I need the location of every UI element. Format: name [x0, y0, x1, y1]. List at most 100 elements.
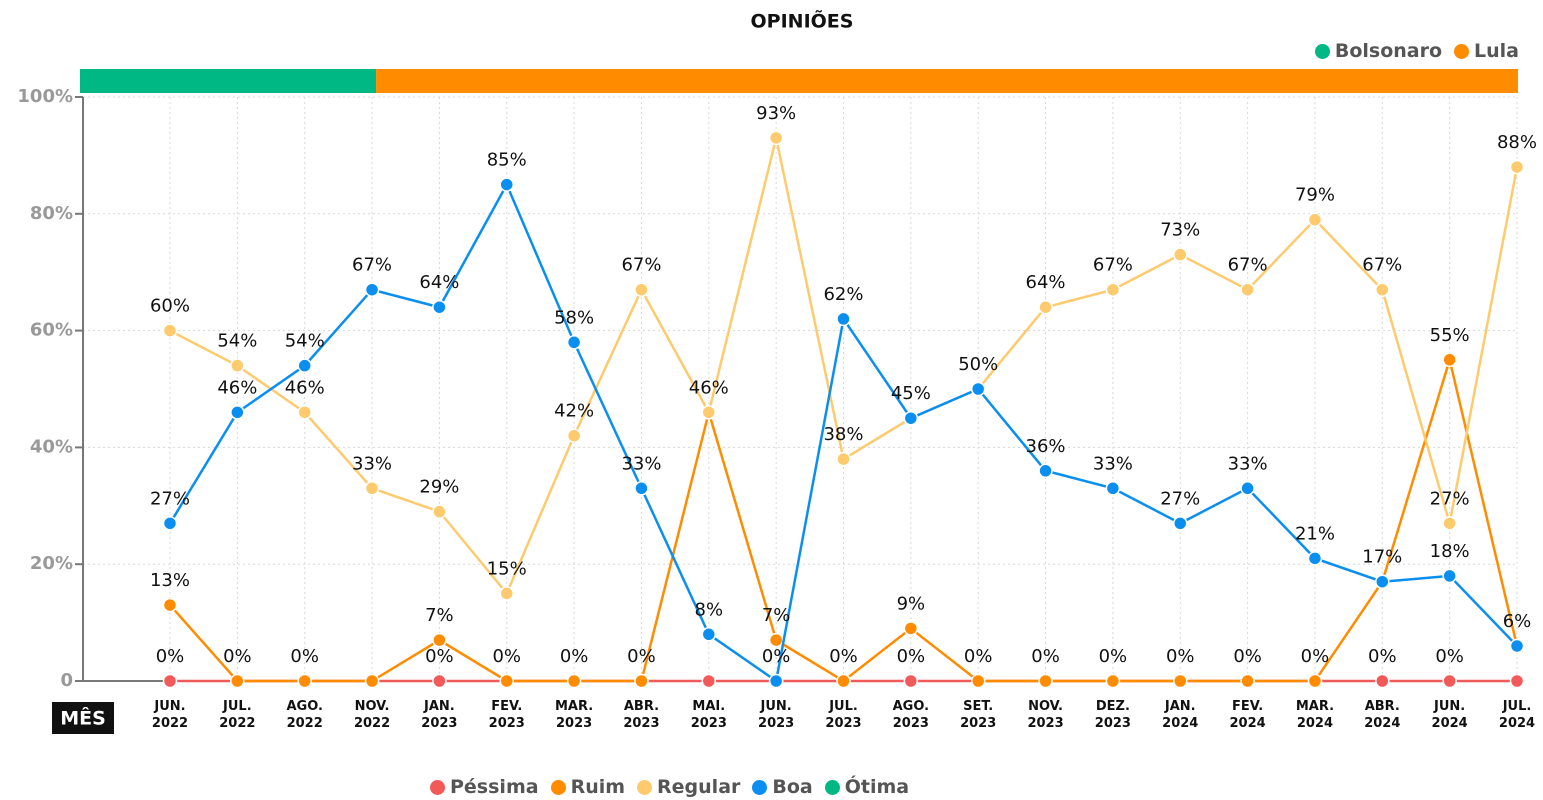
legend-text: Lula [1474, 40, 1519, 62]
x-tick-label: MAR. 2024 [1295, 699, 1335, 731]
data-point [432, 299, 447, 315]
legend-swatch [1314, 43, 1330, 59]
data-label: 33% [621, 453, 661, 474]
legend-swatch [752, 779, 768, 795]
data-point [701, 405, 717, 420]
data-label: 0% [290, 646, 319, 667]
data-point [432, 673, 447, 689]
data-point [162, 323, 178, 338]
x-tick-label: FEV. 2024 [1229, 699, 1266, 731]
data-point [1240, 282, 1255, 297]
legend-text: Regular [657, 776, 741, 798]
data-point [1240, 481, 1255, 496]
legend-text: Ótima [844, 776, 910, 798]
legend-swatch [824, 779, 840, 795]
data-point [768, 632, 784, 648]
data-point [1105, 282, 1121, 297]
data-label: 0% [560, 646, 589, 667]
data-label: 6% [1503, 611, 1532, 632]
data-point [499, 673, 514, 689]
data-label: 27% [150, 488, 190, 509]
data-label: 0% [829, 646, 858, 667]
x-tick-label: JUN. 2023 [758, 699, 795, 731]
legend: Péssima Ruim Regular Boa Ótima [430, 776, 909, 798]
data-point [162, 597, 178, 613]
data-point [1173, 516, 1188, 531]
data-label: 0% [425, 646, 454, 667]
data-label: 58% [554, 307, 594, 328]
data-point [1105, 673, 1121, 689]
data-point [297, 673, 312, 689]
period-band [376, 69, 1518, 93]
legend-text: Boa [772, 776, 813, 798]
data-label: 46% [217, 377, 257, 398]
x-tick-label: JAN. 2024 [1162, 699, 1199, 731]
y-tick-label: 60% [30, 320, 73, 341]
legend-item: Ótima [824, 776, 910, 798]
y-tick-label: 20% [30, 553, 73, 574]
x-axis-label: MÊS [60, 707, 106, 730]
x-tick-label: FEV. 2023 [488, 699, 525, 731]
data-label: 0% [1368, 646, 1397, 667]
data-label: 67% [1093, 255, 1133, 276]
data-point [230, 358, 245, 373]
legend-item: Boa [752, 776, 813, 798]
data-point [499, 586, 514, 601]
data-label: 64% [419, 272, 459, 293]
x-tick-label: DEZ. 2023 [1094, 699, 1131, 731]
data-label: 21% [1295, 523, 1335, 544]
data-label: 0% [156, 646, 185, 667]
data-label: 17% [1362, 547, 1402, 568]
data-point [1173, 247, 1188, 262]
data-label: 88% [1497, 132, 1537, 153]
data-label: 9% [897, 593, 926, 614]
data-label: 54% [217, 331, 257, 352]
data-point [499, 177, 514, 192]
data-label: 45% [891, 383, 931, 404]
data-point [1509, 159, 1525, 175]
data-point [1375, 282, 1390, 297]
data-point [634, 673, 649, 689]
data-label: 79% [1295, 185, 1335, 206]
data-point [634, 481, 649, 496]
data-point [1240, 673, 1255, 689]
data-point [566, 673, 582, 689]
data-point [768, 130, 784, 146]
data-label: 29% [419, 477, 459, 498]
data-label: 0% [897, 646, 926, 667]
data-label: 0% [1099, 646, 1128, 667]
data-point [1442, 516, 1457, 531]
data-point [903, 410, 919, 426]
data-label: 93% [756, 103, 796, 124]
data-point [1307, 673, 1323, 689]
period-legend-item: Lula [1454, 40, 1519, 62]
x-tick-label: JUL. 2024 [1498, 699, 1536, 731]
data-point [1038, 673, 1053, 689]
legend-swatch [1454, 43, 1470, 59]
data-point [432, 504, 447, 519]
data-point [297, 358, 312, 373]
data-point [903, 673, 919, 689]
data-label: 0% [964, 646, 993, 667]
x-tick-label: NOV. 2022 [353, 699, 391, 731]
data-label: 27% [1160, 488, 1200, 509]
data-label: 0% [492, 646, 521, 667]
data-point [1442, 352, 1457, 368]
data-point [1307, 212, 1323, 227]
data-label: 0% [1166, 646, 1195, 667]
data-point [701, 673, 717, 689]
data-point [903, 621, 919, 636]
legend-swatch [430, 779, 445, 795]
data-label: 64% [1026, 272, 1066, 293]
data-label: 0% [762, 646, 791, 667]
legend-text: Bolsonaro [1334, 40, 1443, 62]
data-label: 33% [1093, 453, 1133, 474]
y-tick-label: 40% [30, 436, 73, 457]
data-label: 55% [1430, 325, 1470, 346]
data-point [230, 673, 245, 689]
data-point [432, 632, 447, 648]
data-label: 33% [352, 453, 392, 474]
data-point [836, 311, 851, 327]
